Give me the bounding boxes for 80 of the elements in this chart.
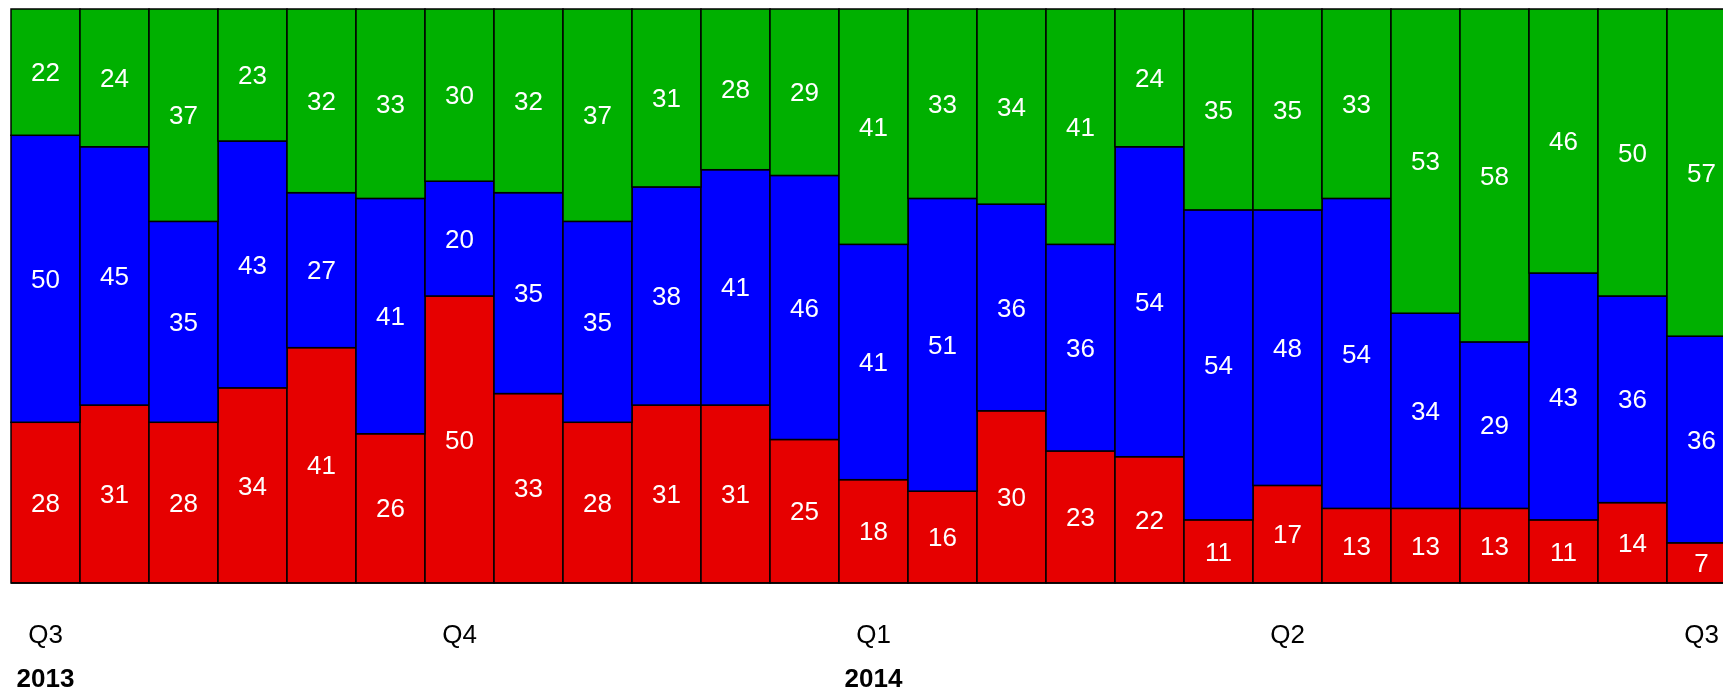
- data-label: 45: [100, 261, 129, 292]
- data-label: 23: [238, 60, 267, 91]
- data-label: 38: [652, 281, 681, 312]
- data-label: 37: [583, 100, 612, 131]
- data-label: 31: [100, 479, 129, 510]
- data-label: 31: [721, 479, 750, 510]
- data-label: 32: [307, 85, 336, 116]
- data-label: 54: [1204, 349, 1233, 380]
- data-label: 30: [997, 482, 1026, 512]
- data-label: 33: [376, 88, 405, 119]
- data-label: 54: [1342, 338, 1371, 369]
- data-label: 48: [1273, 332, 1302, 363]
- data-label: 35: [583, 306, 612, 337]
- data-label: 33: [928, 88, 957, 119]
- data-label: 50: [31, 263, 60, 294]
- data-label: 29: [790, 77, 819, 108]
- data-label: 20: [445, 223, 474, 254]
- data-label: 33: [1342, 88, 1371, 119]
- data-label: 23: [1066, 502, 1095, 533]
- data-label: 43: [1549, 381, 1578, 412]
- data-label: 11: [1550, 536, 1577, 567]
- data-label: 36: [997, 292, 1026, 323]
- data-label: 33: [514, 473, 543, 504]
- data-label: 35: [169, 306, 198, 337]
- data-label: 18: [859, 516, 888, 547]
- data-label: 22: [31, 57, 60, 88]
- data-label: 35: [1273, 94, 1302, 125]
- data-label: 16: [928, 522, 957, 553]
- data-label: 13: [1411, 530, 1440, 561]
- data-label: 25: [790, 496, 819, 527]
- data-label: 41: [1066, 111, 1095, 142]
- data-label: 57: [1687, 157, 1716, 188]
- data-label: 29: [1480, 410, 1509, 441]
- data-label: 26: [376, 493, 405, 524]
- data-label: 46: [1549, 126, 1578, 157]
- data-label: 34: [1411, 395, 1440, 426]
- data-label: 24: [100, 62, 129, 93]
- data-label: 13: [1342, 530, 1371, 561]
- data-label: 28: [583, 487, 612, 518]
- data-label: 36: [1687, 424, 1716, 455]
- data-label: 24: [1135, 62, 1164, 93]
- data-label: 17: [1273, 519, 1302, 550]
- data-label: 34: [238, 470, 267, 501]
- x-tick-label: Q3: [1684, 619, 1719, 649]
- data-label: 41: [859, 111, 888, 142]
- x-tick-label: Q1 2014: [844, 619, 903, 693]
- data-label: 54: [1135, 286, 1164, 317]
- data-label: 31: [652, 479, 681, 510]
- data-label: 27: [307, 255, 336, 286]
- data-label: 36: [1066, 332, 1095, 363]
- data-label: 35: [514, 278, 543, 309]
- data-label: 53: [1411, 146, 1440, 177]
- data-label: 43: [238, 249, 267, 280]
- data-label: 41: [376, 301, 405, 332]
- data-label: 22: [1135, 504, 1164, 535]
- data-label: 32: [514, 85, 543, 116]
- data-label: 41: [859, 347, 888, 378]
- data-label: 34: [997, 91, 1026, 122]
- x-tick-label: Q3 2013: [16, 619, 75, 693]
- data-label: 28: [721, 74, 750, 105]
- data-label: 51: [928, 329, 957, 360]
- data-label: 37: [169, 100, 198, 131]
- data-label: 50: [445, 424, 474, 455]
- data-label: 13: [1480, 530, 1509, 561]
- data-label: 30: [445, 80, 474, 111]
- x-tick-label: Q2: [1270, 619, 1305, 649]
- data-label: 36: [1618, 384, 1647, 415]
- data-label: 58: [1480, 160, 1509, 191]
- data-label: 7: [1694, 548, 1709, 579]
- x-tick-label: Q4: [442, 619, 477, 649]
- data-label: 11: [1205, 536, 1232, 567]
- data-label: 14: [1618, 527, 1647, 558]
- data-label: 28: [169, 487, 198, 518]
- data-label: 31: [652, 83, 681, 114]
- data-label: 41: [307, 450, 336, 481]
- data-label: 35: [1204, 94, 1233, 125]
- data-label: 41: [721, 272, 750, 303]
- data-label: 28: [31, 487, 60, 518]
- data-label: 50: [1618, 137, 1647, 168]
- data-label: 46: [790, 292, 819, 323]
